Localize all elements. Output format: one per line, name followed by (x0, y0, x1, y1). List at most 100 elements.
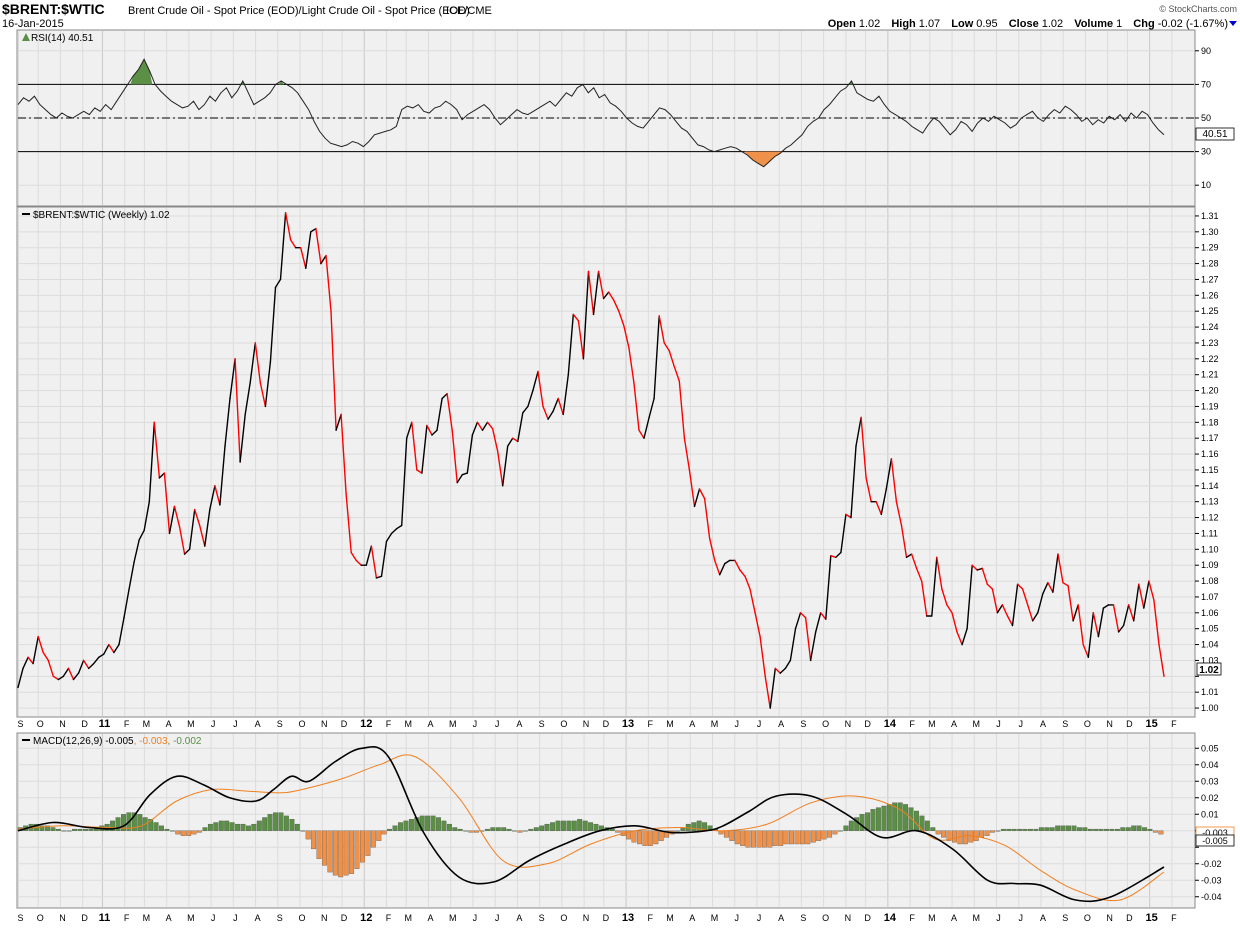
date-axis-label: M (928, 913, 936, 923)
macd-histogram-bar (832, 830, 838, 835)
price-segment (981, 567, 988, 585)
macd-histogram-bar (1147, 828, 1153, 831)
price-segment (380, 540, 388, 577)
date-axis-label: O (822, 719, 829, 729)
macd-histogram-bar (555, 820, 561, 831)
price-segment (1087, 612, 1095, 658)
price-segment (234, 358, 241, 463)
date-axis-label: A (516, 913, 522, 923)
macd-histogram-bar (609, 828, 615, 831)
price-segment (92, 656, 100, 665)
price-segment (244, 381, 251, 416)
macd-histogram-bar (283, 815, 289, 831)
price-segment (421, 424, 428, 474)
price-gridlines (17, 208, 1194, 716)
date-axis-label: J (495, 913, 500, 923)
date-axis-label: N (321, 913, 328, 923)
macd-histogram-bar (778, 830, 784, 846)
price-segment (815, 612, 822, 633)
price-segment (1112, 604, 1120, 633)
price-segment (1031, 612, 1039, 622)
price-segment (259, 381, 267, 408)
macd-histogram-bar (50, 827, 56, 831)
price-segment (1082, 643, 1090, 658)
price-y-axis: 1.00 1.01 1.03 1.04 1.05 1.06 1.07 1.08 1.09 1.10… (1195, 211, 1219, 713)
macd-histogram-bar (202, 827, 208, 831)
price-segment (178, 526, 186, 555)
macd-histogram-bar (72, 828, 78, 831)
price-segment (456, 474, 463, 484)
high-label: High (891, 18, 916, 30)
date-axis-label: A (166, 719, 172, 729)
close-value: 1.02 (1042, 18, 1063, 30)
price-segment (436, 397, 443, 431)
macd-histogram-bar (593, 823, 599, 831)
date-axis-label: 13 (622, 912, 634, 924)
date-axis-label: F (124, 719, 130, 729)
date-axis-label: S (800, 719, 806, 729)
date-axis-label: S (1062, 913, 1068, 923)
macd-histogram-bar (256, 820, 262, 831)
date-axis-label: A (166, 913, 172, 923)
price-tick-label: 1.20 (1201, 386, 1219, 396)
price-segment (658, 315, 665, 344)
date-axis-label: M (404, 719, 412, 729)
price-tick-label: 1.11 (1201, 528, 1218, 538)
date-axis-label: D (603, 913, 610, 923)
price-segment (279, 212, 287, 281)
price-segment (1011, 583, 1019, 627)
macd-histogram-bar (1055, 825, 1061, 831)
macd-histogram-bar (968, 830, 974, 843)
price-segment (653, 315, 660, 400)
date-axis-label: S (539, 913, 545, 923)
date-axis-label: F (124, 913, 130, 923)
macd-histogram-bar (159, 825, 164, 831)
macd-histogram-bar (1093, 828, 1099, 831)
macd-histogram-bar (115, 817, 121, 831)
date-axis-label: M (449, 913, 457, 923)
price-segment (708, 537, 716, 562)
macd-histogram-bar (647, 830, 653, 846)
price-segment (229, 358, 236, 400)
date-axis-label: A (689, 913, 695, 923)
price-segment (335, 413, 342, 431)
macd-histogram-bar (756, 830, 762, 848)
macd-histogram (17, 802, 1164, 878)
chg-down-arrow-icon[interactable] (1229, 21, 1237, 26)
chart-header: $BRENT:$WTIC Brent Crude Oil - Spot Pric… (2, 1, 1237, 30)
macd-legend: MACD(12,26,9) -0.005, -0.003, -0.002 (22, 736, 202, 747)
price-segment (219, 445, 226, 506)
rsi-oversold-fill (744, 151, 783, 167)
price-segment (638, 429, 645, 439)
date-axis-label: M (143, 719, 151, 729)
price-segment (67, 667, 75, 681)
date-axis-label: D (341, 913, 348, 923)
date-axis-label: F (386, 719, 392, 729)
macd-histogram-bar (897, 802, 903, 831)
low-label: Low (951, 18, 973, 30)
date-axis-label: D (81, 719, 88, 729)
date-axis-label: N (845, 913, 852, 923)
macd-histogram-bar (816, 830, 822, 841)
price-segment (900, 524, 908, 558)
date-axis-label: M (928, 719, 936, 729)
macd-histogram-bar (110, 820, 116, 831)
macd-histogram-bar (1000, 828, 1006, 831)
price-tick-label: 1.25 (1201, 306, 1219, 316)
macd-histogram-bar (1114, 828, 1120, 831)
macd-histogram-bar (1125, 827, 1131, 831)
chart-date: 16-Jan-2015 (2, 18, 64, 30)
date-axis-label: N (59, 913, 66, 923)
price-segment (355, 559, 362, 566)
price-segment (350, 551, 357, 562)
price-segment (1158, 643, 1165, 677)
date-axis-label: O (1084, 913, 1091, 923)
date-axis-label: A (951, 913, 957, 923)
date-axis-label: A (1040, 913, 1046, 923)
macd-histogram-bar (528, 828, 534, 831)
price-tick-label: 1.22 (1201, 354, 1219, 364)
price-segment (1067, 585, 1074, 622)
price-segment (52, 675, 60, 681)
macd-histogram-bar (1033, 828, 1039, 831)
price-segment (582, 270, 590, 360)
